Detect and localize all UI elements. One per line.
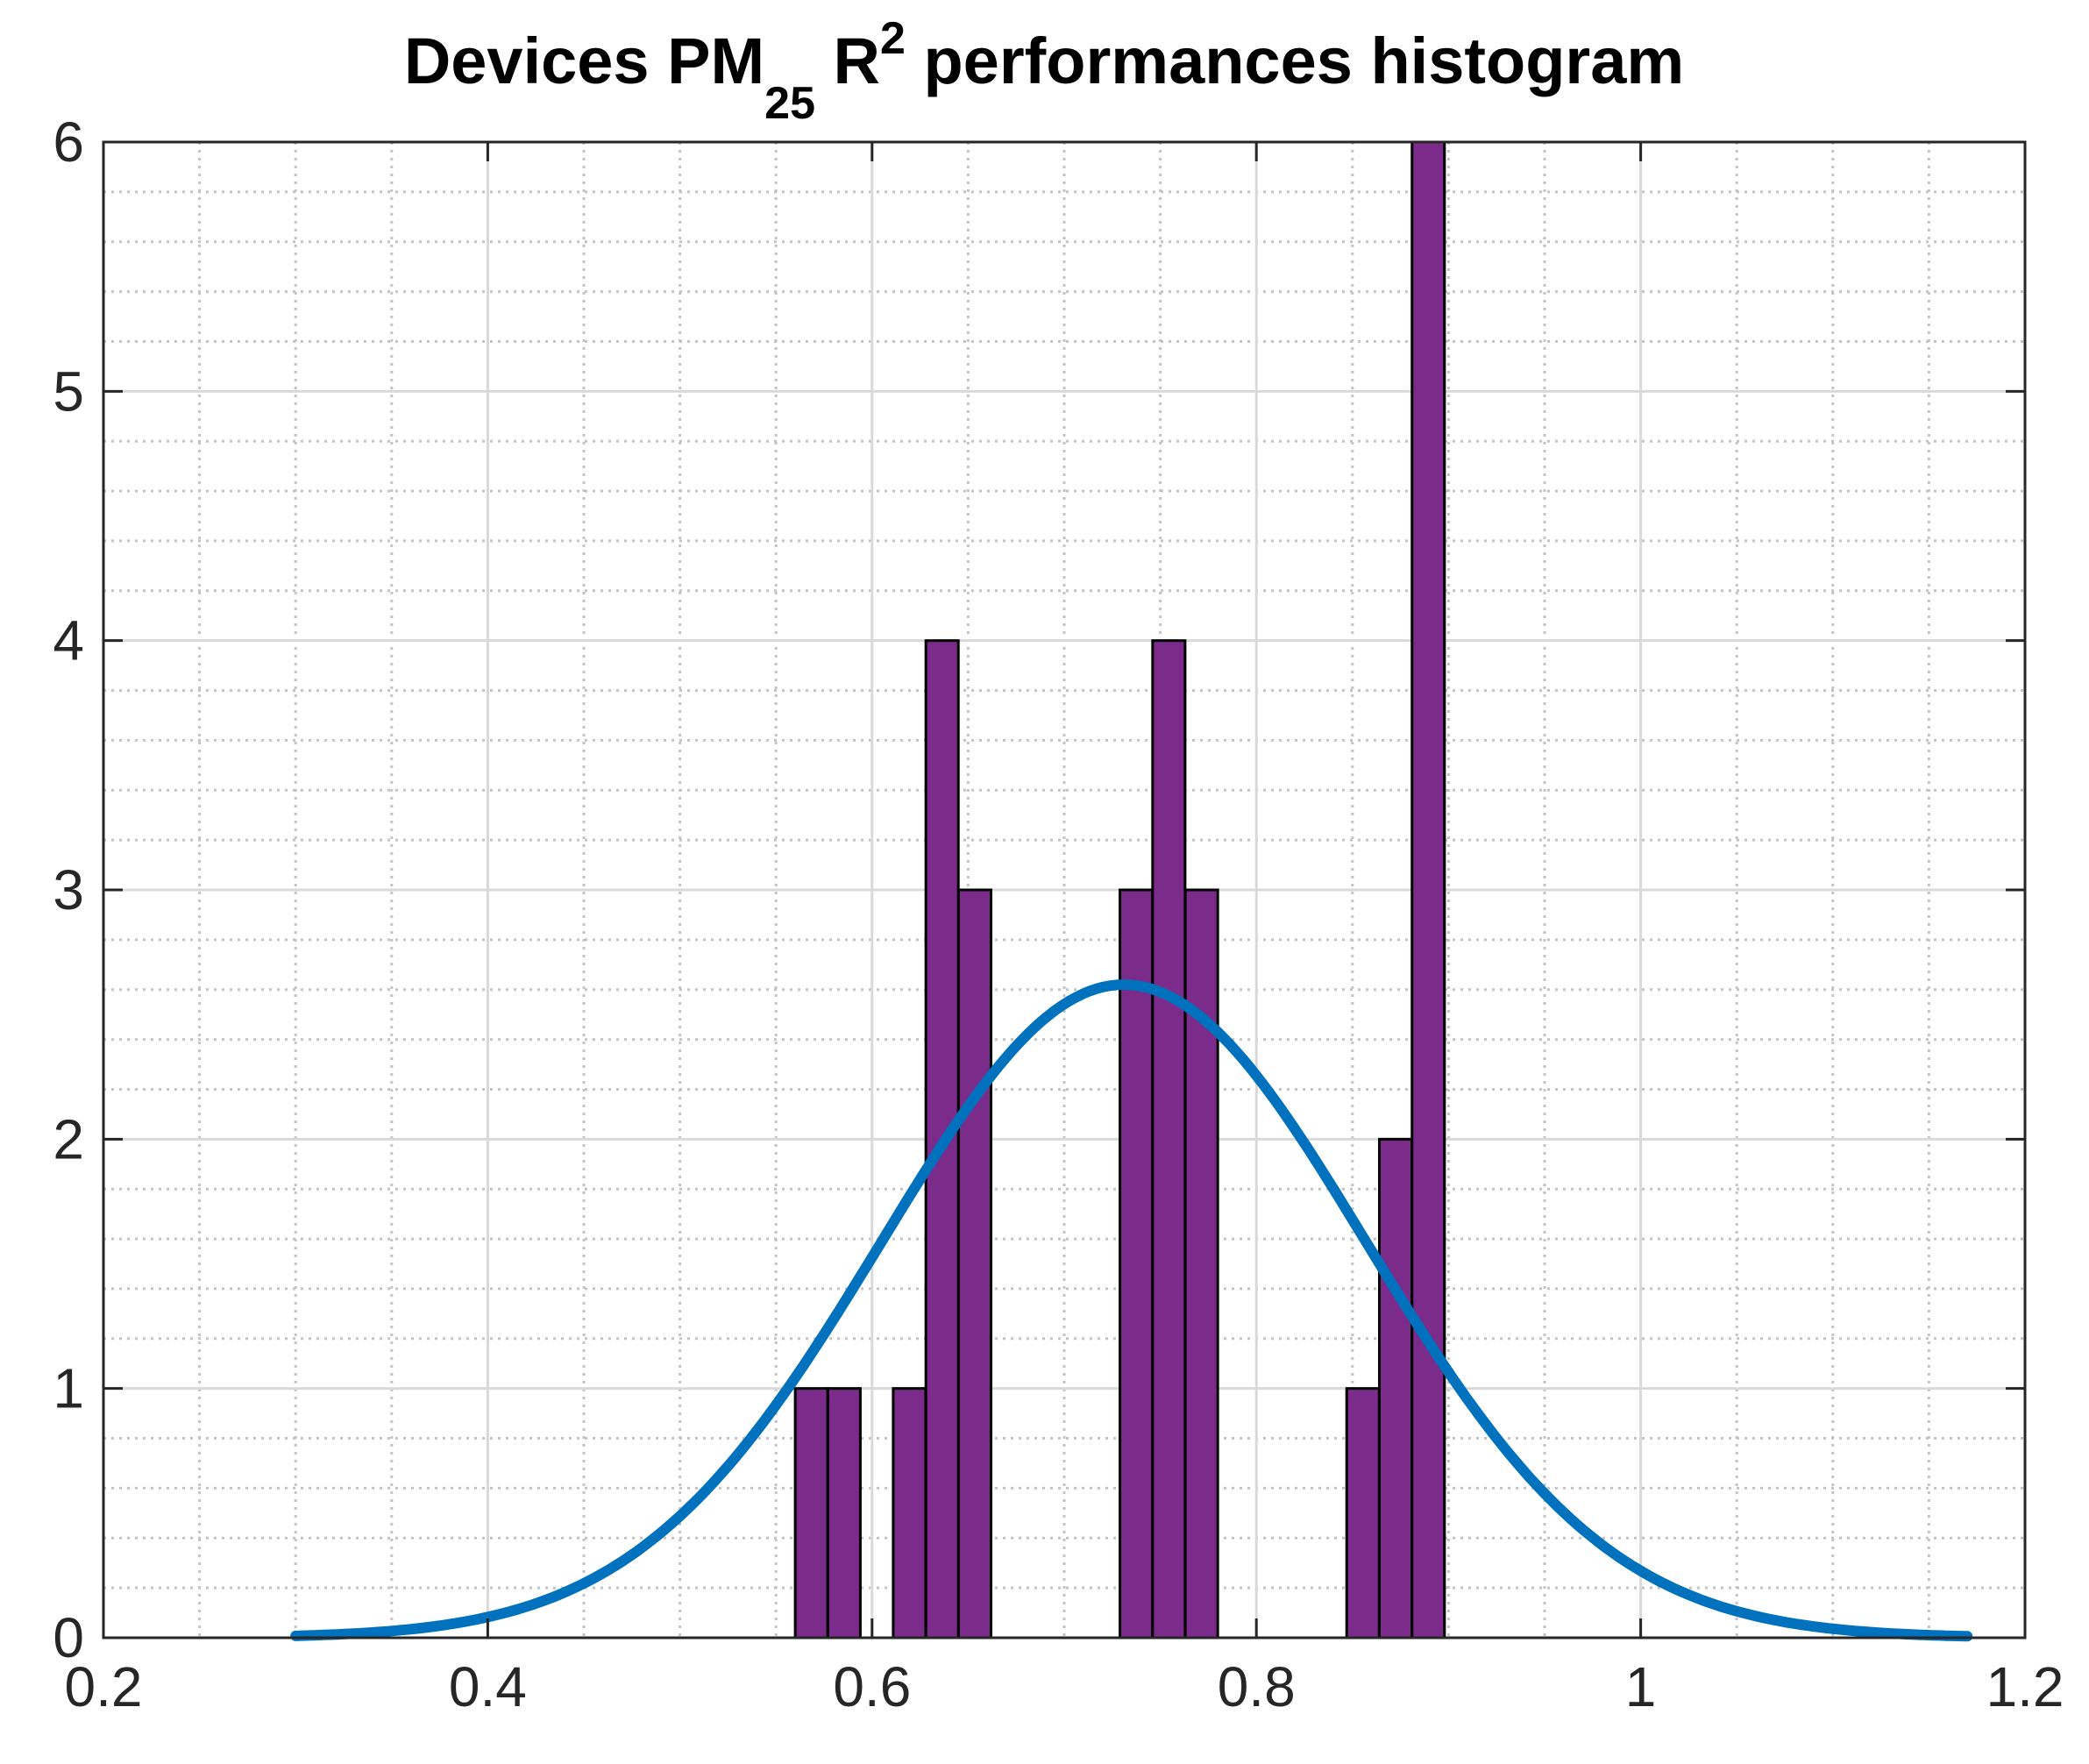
histogram-bar <box>1151 639 1187 1640</box>
title-superscript: 2 <box>880 13 906 64</box>
normal-fit-curve <box>290 979 1973 1642</box>
histogram-bar <box>826 1387 862 1640</box>
x-tick-label: 0.6 <box>833 1655 911 1718</box>
y-tick-label: 2 <box>53 1107 84 1170</box>
axes-frame <box>102 140 2027 1640</box>
histogram-bar <box>956 888 992 1640</box>
x-tick-label: 0.8 <box>1218 1655 1296 1718</box>
y-tick-label: 4 <box>53 609 84 672</box>
histogram-bar <box>793 1387 829 1640</box>
y-tick-label: 1 <box>53 1357 84 1420</box>
x-tick-label: 0.4 <box>449 1655 527 1718</box>
histogram-bar <box>1119 888 1155 1640</box>
histogram-bar <box>1183 888 1219 1640</box>
x-tick-label: 1.2 <box>1986 1655 2064 1718</box>
x-tick-label: 0.2 <box>65 1655 143 1718</box>
y-tick-labels: 0 1 2 3 4 5 6 <box>53 110 84 1669</box>
fit-curve-layer <box>290 979 1973 1642</box>
y-tick-label: 0 <box>53 1606 84 1669</box>
histogram-bar <box>892 1387 927 1640</box>
title-main: Devices PM <box>404 25 764 97</box>
histogram-bar <box>1410 140 1446 1640</box>
histogram-bar <box>1377 1137 1414 1640</box>
y-tick-label: 6 <box>53 110 84 174</box>
histogram-bar <box>1345 1387 1381 1640</box>
y-tick-label: 3 <box>53 858 84 921</box>
title-subscript: 25 <box>764 78 815 129</box>
y-tick-label: 5 <box>53 359 84 423</box>
title-mid: R <box>815 25 880 97</box>
chart-title: Devices PM25 R2 performances histogram <box>404 13 1684 129</box>
x-tick-labels: 0.2 0.4 0.6 0.8 1 1.2 <box>65 1655 2064 1718</box>
title-rest: performances histogram <box>906 25 1684 97</box>
x-tick-label: 1 <box>1625 1655 1657 1718</box>
